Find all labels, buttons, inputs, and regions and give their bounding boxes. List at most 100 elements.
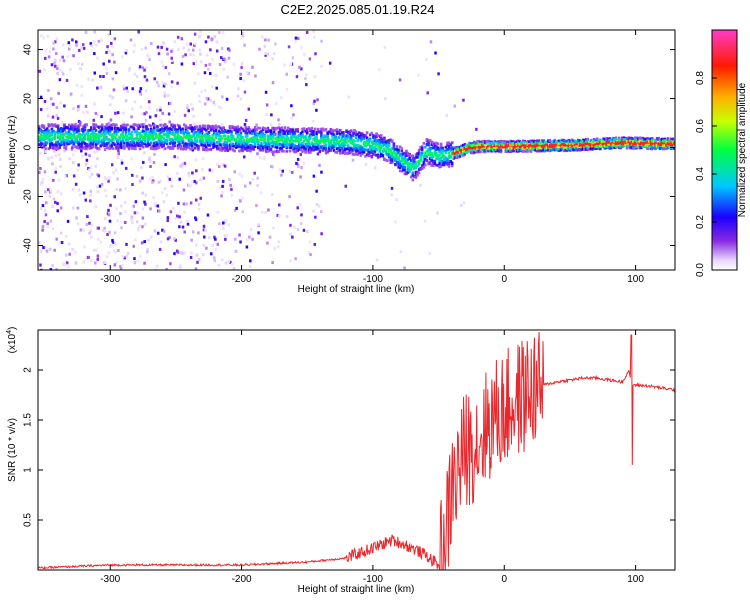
- heatmap-cell: [63, 146, 66, 150]
- heatmap-cell: [506, 140, 509, 144]
- heatmap-cell: [340, 138, 344, 142]
- heatmap-cell: [526, 143, 530, 147]
- heatmap-cell: [414, 176, 418, 179]
- heatmap-cell: [640, 141, 643, 145]
- heatmap-cell: [640, 136, 643, 140]
- heatmap-cell: [133, 211, 137, 215]
- heatmap-cell: [83, 137, 87, 141]
- heatmap-cell: [417, 171, 421, 175]
- heatmap-cell: [162, 144, 166, 147]
- heatmap-cell: [617, 142, 621, 145]
- heatmap-cell: [247, 140, 251, 144]
- heatmap-cell: [207, 35, 210, 39]
- heatmap-cell: [191, 107, 194, 111]
- heatmap-cell: [395, 150, 399, 154]
- heatmap-cell: [414, 173, 418, 177]
- heatmap-cell: [221, 184, 224, 188]
- heatmap-cell: [104, 188, 107, 192]
- heatmap-cell: [252, 145, 255, 149]
- heatmap-cell: [246, 131, 249, 135]
- heatmap-cell: [137, 123, 140, 127]
- heatmap-cell: [111, 95, 115, 99]
- heatmap-cell: [246, 137, 249, 141]
- heatmap-cell: [50, 123, 54, 127]
- heatmap-cell: [195, 131, 199, 134]
- heatmap-cell: [495, 148, 498, 152]
- heatmap-cell: [228, 129, 232, 133]
- heatmap-cell: [129, 123, 132, 127]
- heatmap-cell: [192, 230, 195, 234]
- heatmap-cell: [130, 137, 134, 141]
- heatmap-cell: [647, 138, 651, 142]
- heatmap-cell: [157, 137, 161, 141]
- heatmap-cell: [139, 145, 143, 149]
- heatmap-cell: [373, 137, 377, 141]
- heatmap-cell: [53, 146, 57, 150]
- heatmap-cell: [159, 140, 162, 144]
- heatmap-cell: [372, 134, 375, 137]
- heatmap-cell: [241, 34, 244, 38]
- heatmap-cell: [347, 95, 350, 99]
- heatmap-cell: [165, 126, 169, 129]
- heatmap-cell: [38, 130, 41, 134]
- heatmap-cell: [288, 170, 292, 174]
- heatmap-cell: [93, 150, 96, 154]
- heatmap-cell: [558, 139, 561, 143]
- heatmap-cell: [413, 162, 416, 166]
- heatmap-cell: [186, 146, 189, 150]
- heatmap-cell: [436, 211, 439, 215]
- heatmap-cell: [154, 143, 158, 147]
- heatmap-cell: [567, 148, 571, 151]
- heatmap-cell: [427, 162, 430, 166]
- heatmap-cell: [67, 242, 71, 246]
- heatmap-cell: [162, 147, 166, 151]
- heatmap-cell: [257, 146, 260, 150]
- heatmap-cell: [168, 235, 171, 239]
- heatmap-cell: [126, 144, 129, 148]
- heatmap-cell: [146, 238, 149, 242]
- heatmap-cell: [52, 41, 55, 45]
- heatmap-cell: [343, 139, 347, 143]
- heatmap-cell: [224, 237, 227, 241]
- heatmap-cell: [589, 144, 593, 148]
- heatmap-cell: [86, 133, 90, 137]
- heatmap-cell: [204, 63, 208, 67]
- heatmap-cell: [82, 129, 85, 133]
- heatmap-cell: [586, 137, 589, 141]
- heatmap-cell: [414, 153, 418, 157]
- heatmap-cell: [43, 99, 47, 103]
- heatmap-cell: [164, 82, 167, 86]
- heatmap-cell: [104, 136, 107, 140]
- heatmap-cell: [223, 234, 227, 238]
- heatmap-cell: [49, 144, 52, 148]
- heatmap-cell: [445, 114, 448, 118]
- heatmap-cell: [469, 146, 473, 150]
- heatmap-cell: [180, 62, 184, 66]
- heatmap-cell: [543, 147, 547, 151]
- heatmap-cell: [258, 133, 262, 137]
- heatmap-cell: [635, 143, 638, 146]
- heatmap-cell: [71, 187, 75, 191]
- heatmap-cell: [126, 251, 130, 255]
- heatmap-cell: [138, 65, 142, 69]
- heatmap-cell: [107, 121, 111, 125]
- heatmap-cell: [134, 238, 137, 242]
- heatmap-cell: [76, 222, 80, 226]
- heatmap-cell: [400, 169, 403, 173]
- heatmap-cell: [56, 142, 60, 145]
- heatmap-cell: [603, 139, 607, 143]
- heatmap-cell: [373, 147, 377, 151]
- heatmap-cell: [77, 132, 80, 136]
- heatmap-cell: [447, 164, 451, 168]
- heatmap-cell: [63, 149, 66, 153]
- heatmap-cell: [299, 131, 303, 135]
- heatmap-cell: [510, 142, 514, 145]
- heatmap-cell: [108, 133, 112, 136]
- heatmap-cell: [170, 132, 173, 136]
- heatmap-cell: [202, 243, 206, 247]
- heatmap-cell: [148, 58, 151, 62]
- heatmap-cell: [426, 91, 429, 95]
- heatmap-cell: [339, 145, 342, 149]
- heatmap-cell: [164, 163, 167, 167]
- heatmap-cell: [231, 142, 235, 146]
